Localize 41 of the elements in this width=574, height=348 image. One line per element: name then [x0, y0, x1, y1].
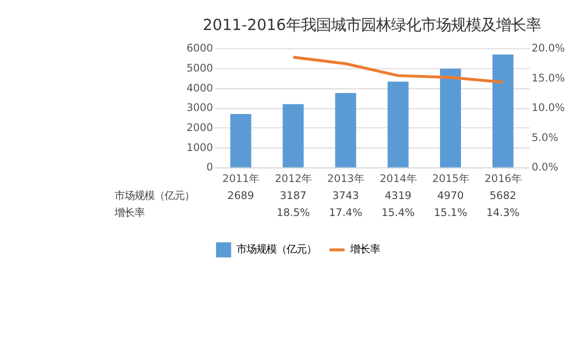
x-tick-label: 2014年: [380, 173, 416, 186]
data-label: 4970: [437, 190, 464, 202]
y-tick-label: 6000: [186, 42, 214, 55]
text: 增长率: [114, 207, 144, 220]
data-label: 14.3%: [486, 207, 520, 220]
y-tick-label: 2000: [186, 122, 214, 134]
data-label: 15.4%: [381, 207, 415, 220]
text: 市场规模（亿元）: [114, 190, 194, 202]
y2-tick-label: 15.0%: [532, 72, 565, 84]
chart-title: 2011-2016年我国城市园林绿化市场规模及增长率: [202, 16, 541, 34]
data-label: 3187: [280, 190, 307, 202]
y-tick-label: 5000: [186, 62, 214, 74]
bar: [335, 93, 356, 168]
y-tick-label: 3000: [186, 102, 214, 114]
y-tick-label: 0: [206, 162, 214, 174]
y2-tick-label: 5.0%: [532, 132, 558, 144]
bar: [388, 82, 409, 168]
data-label: 2689: [227, 190, 254, 202]
data-label: 5682: [490, 190, 516, 202]
line-series: [292, 56, 504, 84]
y2-tick-label: 20.0%: [532, 42, 565, 55]
data-label: 3743: [332, 190, 359, 202]
data-label: 15.1%: [434, 207, 468, 220]
y2-tick-label: 10.0%: [532, 102, 565, 114]
x-tick-label: 2011年: [222, 173, 260, 186]
x-tick-label: 2015年: [432, 173, 469, 186]
y-tick-label: 4000: [186, 82, 214, 94]
bar: [282, 104, 304, 168]
bar: [492, 54, 514, 168]
data-label: 18.5%: [276, 207, 310, 220]
x-tick-label: 2012年: [274, 173, 312, 186]
x-tick-label: 2016年: [484, 173, 522, 186]
x-tick-label: 2013年: [327, 173, 364, 186]
data-label: 17.4%: [329, 207, 362, 220]
legend-label: 增长率: [348, 244, 380, 256]
bar: [230, 114, 252, 168]
legend-label: 市场规模（亿元）: [236, 244, 316, 256]
y2-tick-label: 0.0%: [532, 162, 558, 174]
y-tick-label: 1000: [186, 142, 214, 154]
bar: [440, 68, 462, 168]
data-label: 4319: [384, 190, 412, 202]
